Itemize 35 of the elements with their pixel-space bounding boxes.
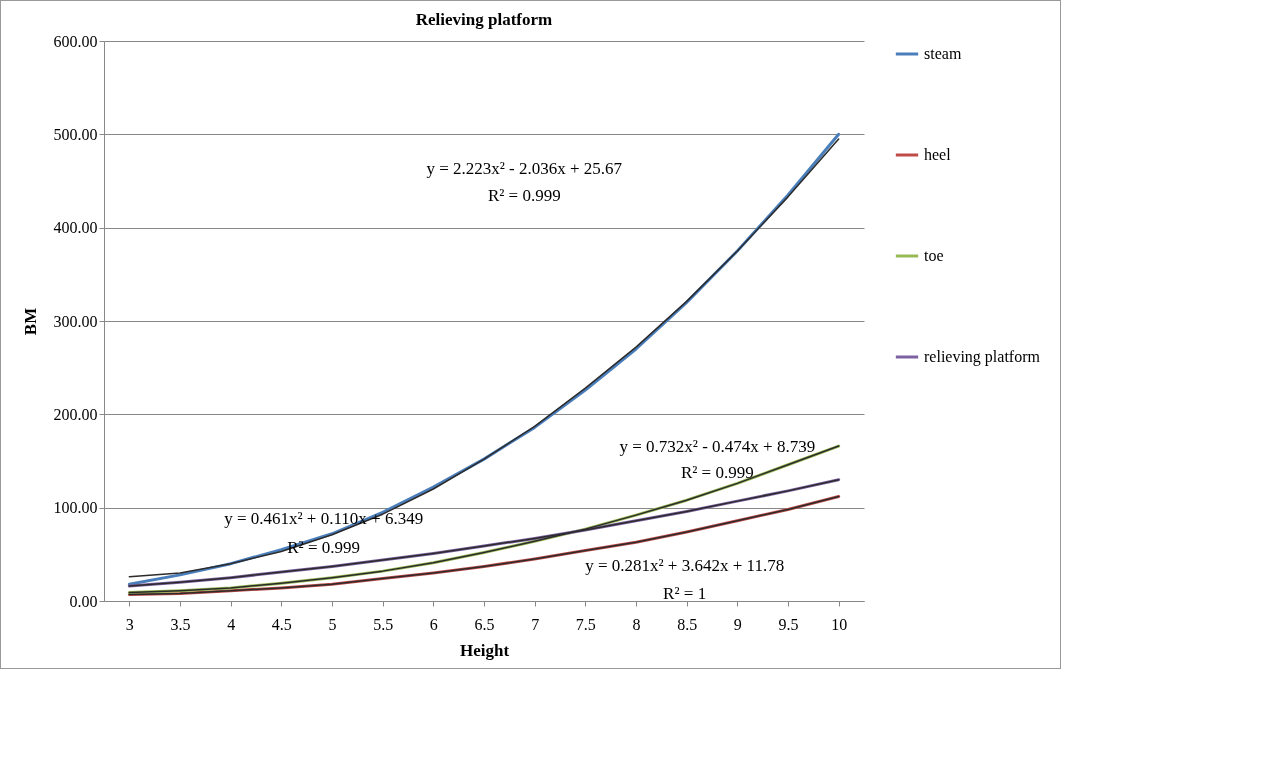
annotation: R² = 0.999 <box>680 462 754 482</box>
annotation: y = 0.732x² - 0.474x + 8.739 <box>619 437 816 456</box>
x-tick-label: 10 <box>831 615 848 633</box>
annotation: y = 0.281x² + 3.642x + 11.78 <box>585 555 785 575</box>
x-tick-label: 8 <box>632 615 641 633</box>
y-tick-label: 100.00 <box>53 499 98 517</box>
x-tick-label: 5 <box>328 615 337 633</box>
y-tick-label: 300.00 <box>53 312 98 330</box>
x-tick-label: 8.5 <box>677 615 698 633</box>
y-tick-label: 400.00 <box>53 219 98 237</box>
x-tick-label: 4.5 <box>271 615 292 633</box>
x-tick-label: 6 <box>429 615 438 633</box>
legend-label: toe <box>924 247 944 264</box>
x-tick-label: 6.5 <box>474 615 495 633</box>
chart-title: Relieving platform <box>415 10 553 29</box>
x-tick-label: 7 <box>531 615 540 633</box>
annotation: y = 2.223x² - 2.036x + 25.67 <box>426 159 623 179</box>
annotation: R² = 0.999 <box>487 185 561 205</box>
y-tick-label: 500.00 <box>53 125 98 143</box>
y-tick-label: 200.00 <box>53 405 98 423</box>
legend-label: relieving platform <box>924 348 1041 366</box>
x-tick-label: 9 <box>733 615 742 633</box>
x-tick-label: 7.5 <box>575 615 596 633</box>
annotation: R² = 1 <box>663 584 707 604</box>
x-tick-label: 4 <box>227 615 236 633</box>
y-tick-label: 600.00 <box>53 32 98 50</box>
x-tick-label: 3 <box>125 615 134 633</box>
x-tick-label: 9.5 <box>778 615 799 633</box>
y-tick-label: 0.00 <box>69 592 98 610</box>
legend-label: steam <box>924 45 962 62</box>
x-tick-label: 3.5 <box>170 615 191 633</box>
legend-label: heel <box>924 146 952 163</box>
x-axis-title: Height <box>459 640 510 660</box>
x-tick-label: 5.5 <box>373 615 394 633</box>
y-axis-title: BM <box>20 307 40 336</box>
